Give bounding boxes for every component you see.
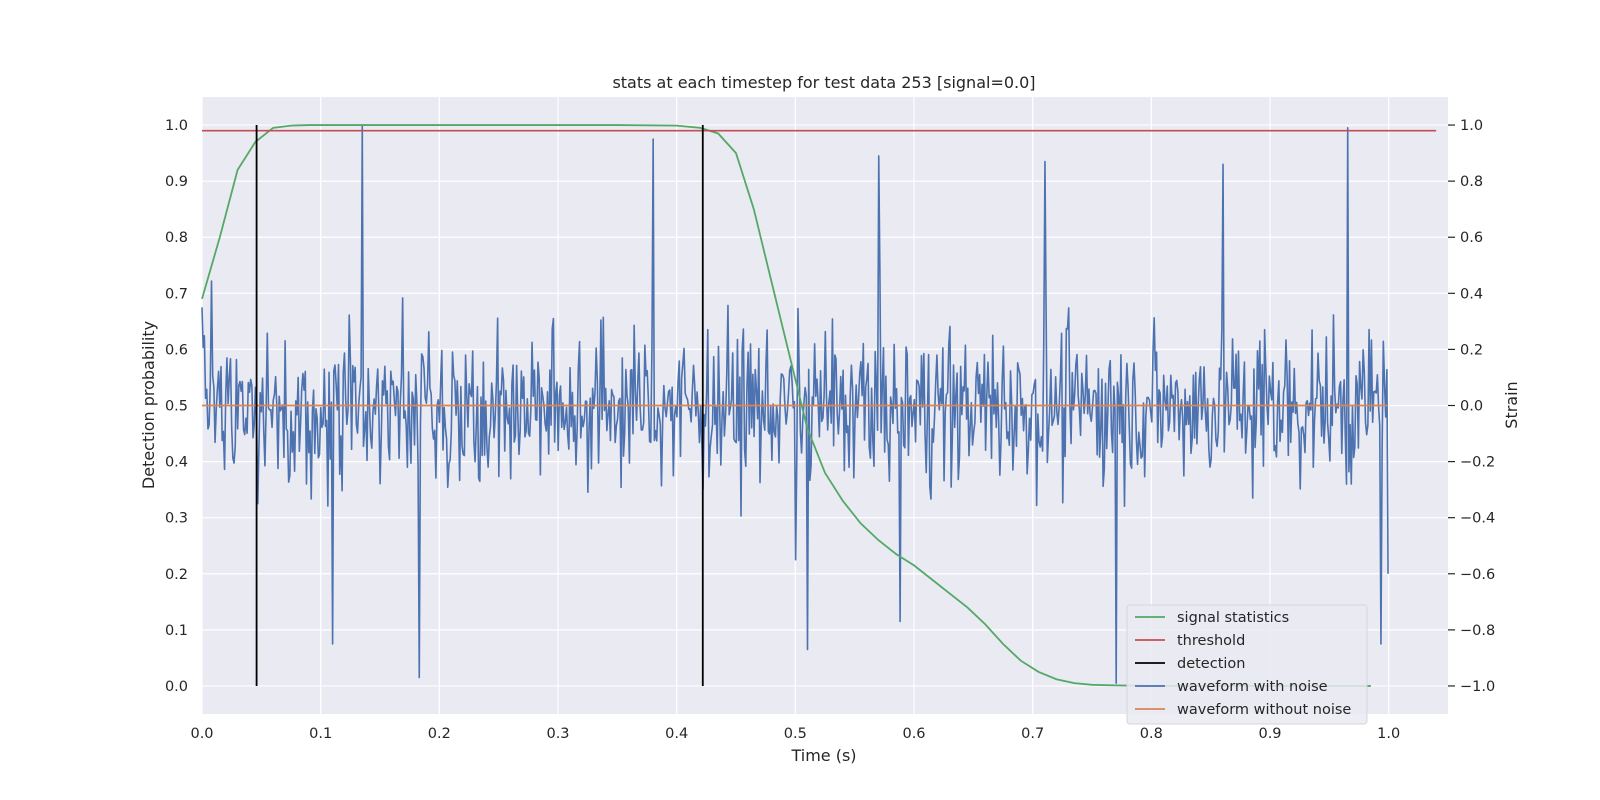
x-axis-label: Time (s) xyxy=(790,746,856,765)
y-tick-label-right: 1.0 xyxy=(1460,118,1483,134)
x-tick-label: 0.7 xyxy=(1021,726,1044,742)
y-axis-label-right: Strain xyxy=(1502,381,1521,428)
y-tick-label-left: 0.4 xyxy=(165,455,188,471)
y-tick-label-left: 0.9 xyxy=(165,174,188,190)
chart-title: stats at each timestep for test data 253… xyxy=(612,73,1035,92)
x-tick-label: 0.6 xyxy=(902,726,925,742)
y-tick-label-left: 0.8 xyxy=(165,230,188,246)
y-ticks-left: 0.0 0.1 0.2 0.3 0.4 0.5 0.6 0.7 0.8 0.9 1.0 xyxy=(165,118,188,695)
x-tick-label: 0.1 xyxy=(309,726,332,742)
y-tick-label-right: −1.0 xyxy=(1460,679,1495,695)
y-tick-label-right: 0.2 xyxy=(1460,342,1483,358)
legend-label: signal statistics xyxy=(1177,610,1289,626)
x-tick-label: 0.8 xyxy=(1140,726,1163,742)
x-tick-label: 0.4 xyxy=(665,726,688,742)
y-tick-label-left: 1.0 xyxy=(165,118,188,134)
y-tick-label-left: 0.7 xyxy=(165,286,188,302)
series-layer xyxy=(201,124,1437,687)
x-tick-label: 1.0 xyxy=(1377,726,1400,742)
y-tick-label-left: 0.3 xyxy=(165,511,188,527)
x-tick-label: 0.3 xyxy=(546,726,569,742)
y-tick-label-right: −0.8 xyxy=(1460,623,1495,639)
y-tick-label-left: 0.5 xyxy=(165,399,188,415)
x-tick-label: 0.0 xyxy=(190,726,213,742)
y-tick-label-right: −0.2 xyxy=(1460,455,1495,471)
y-tick-label-right: −0.4 xyxy=(1460,511,1495,527)
y-tick-label-right: 0.8 xyxy=(1460,174,1483,190)
y-tick-label-right: 0.4 xyxy=(1460,286,1483,302)
legend-label: waveform with noise xyxy=(1177,679,1328,695)
legend: signal statistics threshold detection wavef… xyxy=(1126,604,1368,725)
y-tick-label-left: 0.0 xyxy=(165,679,188,695)
legend-entries: signal statistics threshold detection wavef… xyxy=(1135,610,1351,718)
y-tick-label-right: −0.6 xyxy=(1460,567,1495,583)
x-tick-label: 0.2 xyxy=(428,726,451,742)
y-ticks-right: −1.0 −0.8 −0.6 −0.4 −0.2 0.0 0.2 0.4 0.6 0.8 1.0 xyxy=(1448,118,1495,695)
y-tick-label-left: 0.1 xyxy=(165,623,188,639)
y-axis-label-left: Detection probability xyxy=(139,321,158,489)
legend-label: detection xyxy=(1177,656,1245,672)
legend-label: threshold xyxy=(1177,633,1245,649)
y-tick-label-right: 0.6 xyxy=(1460,230,1483,246)
series-line-signal-statistics xyxy=(201,124,1371,687)
y-tick-label-left: 0.2 xyxy=(165,567,188,583)
series-line-waveform-with-noise xyxy=(201,124,1389,684)
y-tick-label-left: 0.6 xyxy=(165,342,188,358)
legend-label: waveform without noise xyxy=(1177,702,1351,718)
legend-box xyxy=(1126,604,1368,725)
x-tick-label: 0.5 xyxy=(784,726,807,742)
y-tick-label-right: 0.0 xyxy=(1460,399,1483,415)
x-ticks: 0.0 0.1 0.2 0.3 0.4 0.5 0.6 0.7 0.8 0.9 1.0 xyxy=(190,726,1400,742)
x-tick-label: 0.9 xyxy=(1258,726,1281,742)
